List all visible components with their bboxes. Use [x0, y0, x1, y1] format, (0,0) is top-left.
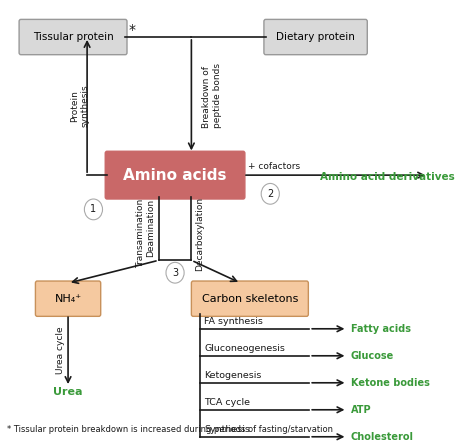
- Text: NH₄⁺: NH₄⁺: [55, 294, 82, 303]
- Circle shape: [261, 183, 279, 204]
- Text: Amino acid derivatives: Amino acid derivatives: [320, 172, 455, 182]
- Text: Fatty acids: Fatty acids: [351, 324, 411, 334]
- Text: Dietary protein: Dietary protein: [276, 32, 355, 42]
- Text: Breakdown of
peptide bonds: Breakdown of peptide bonds: [202, 63, 222, 128]
- Text: + cofactors: + cofactors: [247, 162, 300, 171]
- FancyBboxPatch shape: [105, 151, 245, 199]
- Text: Glucose: Glucose: [351, 351, 394, 361]
- Text: Synthesis: Synthesis: [204, 425, 250, 434]
- Text: ATP: ATP: [351, 405, 372, 415]
- FancyBboxPatch shape: [264, 20, 367, 55]
- FancyBboxPatch shape: [19, 20, 127, 55]
- Text: Urea cycle: Urea cycle: [56, 327, 65, 374]
- Text: Cholesterol: Cholesterol: [351, 432, 414, 442]
- Text: Protein
synthesis: Protein synthesis: [70, 85, 90, 127]
- FancyBboxPatch shape: [36, 281, 100, 316]
- Text: Decarboxylation: Decarboxylation: [195, 197, 204, 271]
- Text: Ketone bodies: Ketone bodies: [351, 378, 430, 388]
- Text: 1: 1: [91, 204, 97, 214]
- Text: *: *: [129, 23, 136, 37]
- Text: 2: 2: [247, 185, 248, 186]
- FancyBboxPatch shape: [191, 281, 309, 316]
- Text: Tissular protein: Tissular protein: [33, 32, 113, 42]
- Text: Amino acids: Amino acids: [123, 168, 227, 182]
- Text: Urea: Urea: [53, 387, 83, 397]
- Text: TCA cycle: TCA cycle: [204, 398, 250, 407]
- Text: * Tissular protein breakdown is increased during periods of fasting/starvation: * Tissular protein breakdown is increase…: [7, 425, 333, 434]
- Circle shape: [84, 199, 102, 220]
- Text: Transamination
Deamination: Transamination Deamination: [136, 199, 155, 268]
- Text: Carbon skeletons: Carbon skeletons: [201, 294, 298, 303]
- Text: 2: 2: [267, 189, 273, 199]
- Text: Gluconeogenesis: Gluconeogenesis: [204, 344, 285, 353]
- Text: 3: 3: [172, 268, 178, 278]
- Text: Ketogenesis: Ketogenesis: [204, 371, 262, 380]
- Text: FA synthesis: FA synthesis: [204, 317, 263, 326]
- Circle shape: [166, 263, 184, 283]
